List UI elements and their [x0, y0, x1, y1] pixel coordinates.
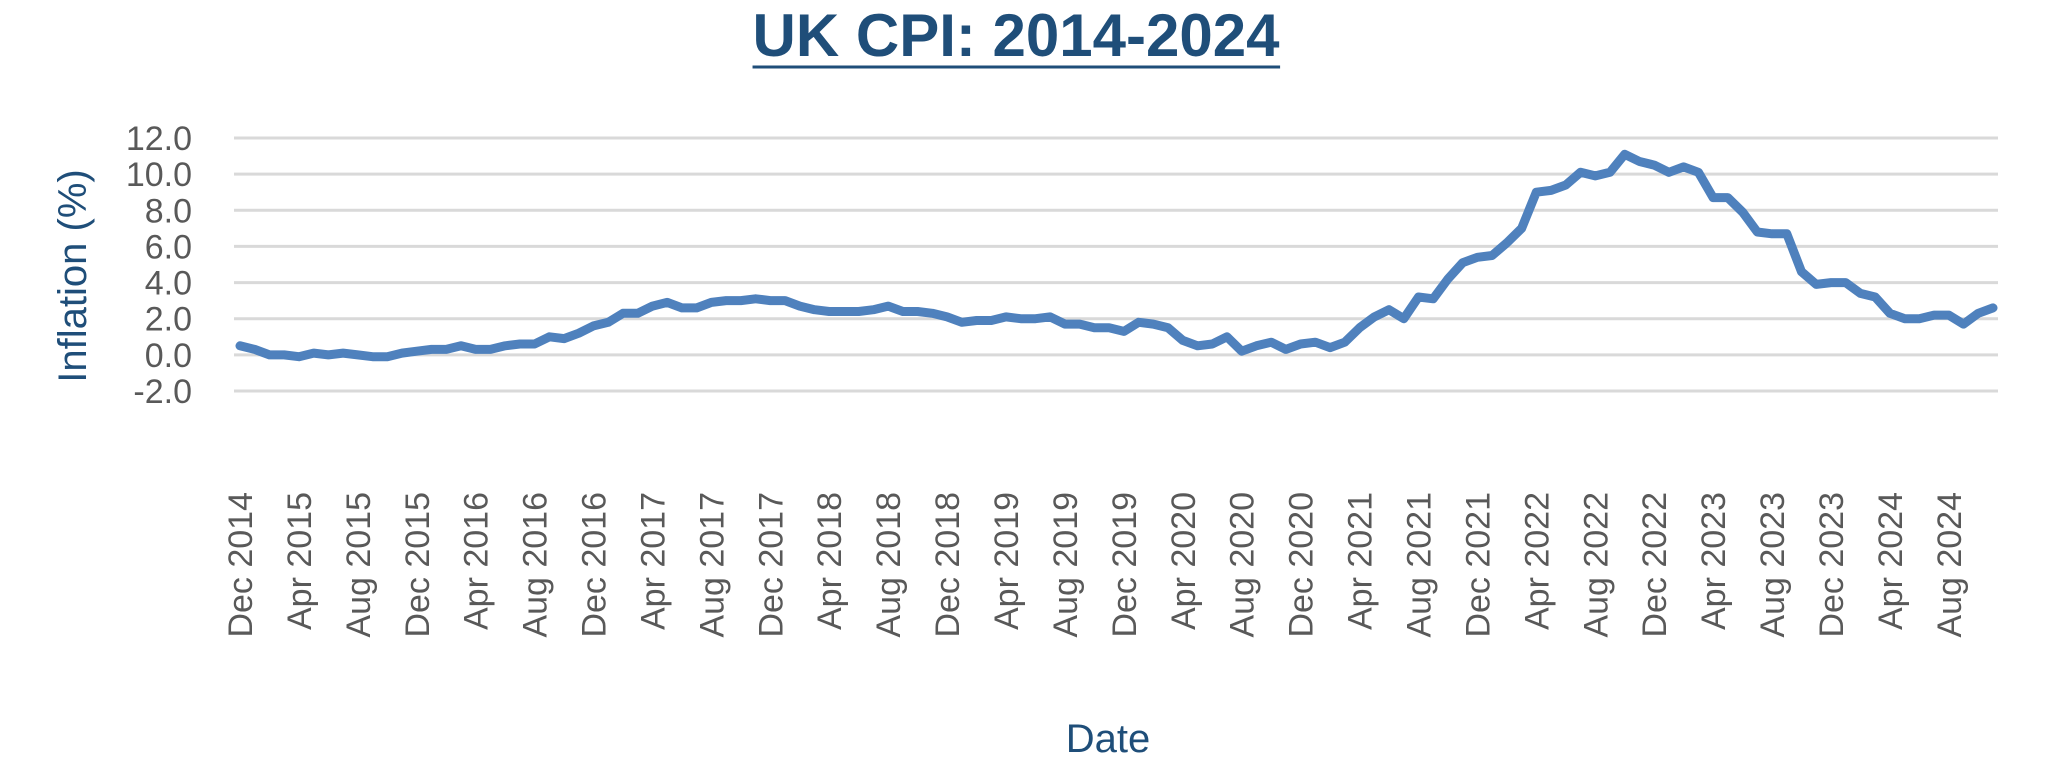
- cpi-series-line: [235, 149, 1998, 362]
- x-tick-label: Apr 2024: [1872, 492, 1910, 630]
- series-line-layer: [235, 149, 1998, 362]
- x-tick-label: Apr 2019: [988, 492, 1026, 630]
- x-tick-label: Dec 2015: [399, 492, 437, 638]
- y-tick-label: 0.0: [145, 337, 192, 375]
- y-tick-label: 4.0: [145, 265, 192, 303]
- x-tick-label: Dec 2022: [1636, 492, 1674, 638]
- x-tick-label: Dec 2023: [1813, 492, 1851, 638]
- y-axis-ticks: 12.010.08.06.04.02.00.0-2.0: [126, 120, 192, 411]
- y-tick-label: 2.0: [145, 301, 192, 339]
- chart-title: UK CPI: 2014-2024: [753, 2, 1281, 69]
- y-axis-label: Inflation (%): [51, 169, 95, 382]
- x-tick-label: Aug 2022: [1577, 492, 1615, 638]
- y-tick-label: 6.0: [145, 228, 192, 266]
- gridlines: [234, 136, 1998, 393]
- x-tick-label: Apr 2020: [1165, 492, 1203, 630]
- x-tick-label: Apr 2023: [1695, 492, 1733, 630]
- y-tick-label: -2.0: [133, 373, 192, 411]
- x-tick-label: Apr 2021: [1342, 492, 1380, 630]
- x-tick-label: Apr 2017: [635, 492, 673, 630]
- x-tick-label: Aug 2018: [870, 492, 908, 638]
- x-tick-label: Apr 2015: [281, 492, 319, 630]
- y-tick-label: 10.0: [126, 156, 192, 194]
- y-tick-label: 8.0: [145, 192, 192, 230]
- x-tick-label: Aug 2015: [340, 492, 378, 638]
- x-tick-label: Dec 2021: [1459, 492, 1497, 638]
- x-tick-label: Dec 2018: [929, 492, 967, 638]
- x-tick-label: Aug 2016: [517, 492, 555, 638]
- x-tick-label: Aug 2019: [1047, 492, 1085, 638]
- x-tick-label: Dec 2019: [1106, 492, 1144, 638]
- x-tick-label: Dec 2014: [222, 492, 260, 638]
- x-tick-label: Apr 2016: [458, 492, 496, 630]
- x-tick-label: Dec 2017: [752, 492, 790, 638]
- x-tick-label: Aug 2017: [693, 492, 731, 638]
- x-tick-label: Aug 2023: [1754, 492, 1792, 638]
- x-tick-label: Apr 2022: [1518, 492, 1556, 630]
- x-axis-ticks: Dec 2014 Apr 2015 Aug 2015 Dec 2015 Apr 2016…: [222, 492, 1969, 638]
- x-tick-label: Aug 2020: [1224, 492, 1262, 638]
- x-tick-label: Dec 2016: [576, 492, 614, 638]
- x-tick-label: Dec 2020: [1283, 492, 1321, 638]
- y-tick-label: 12.0: [126, 120, 192, 158]
- x-tick-label: Apr 2018: [811, 492, 849, 630]
- x-tick-label: Aug 2021: [1401, 492, 1439, 638]
- x-tick-label: Aug 2024: [1931, 492, 1969, 638]
- x-axis-label: Date: [1066, 717, 1151, 761]
